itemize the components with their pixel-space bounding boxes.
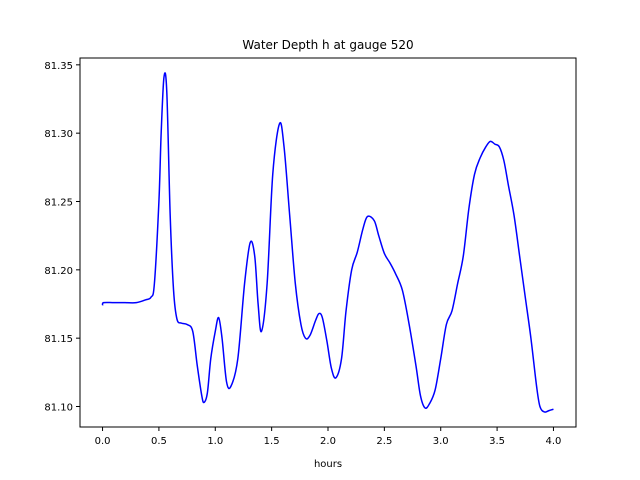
x-tick-label: 1.5 xyxy=(264,436,280,447)
y-tick-label: 81.15 xyxy=(44,334,73,345)
x-tick-label: 2.0 xyxy=(320,436,336,447)
y-axis-ticks: 81.10 81.15 81.20 81.25 81.30 81.35 xyxy=(44,61,80,414)
x-tick-label: 3.0 xyxy=(433,436,449,447)
y-tick-label: 81.30 xyxy=(44,129,73,140)
x-axis-label: hours xyxy=(314,459,342,470)
x-tick-label: 3.5 xyxy=(489,436,505,447)
y-tick-label: 81.20 xyxy=(44,266,73,277)
x-tick-label: 0.0 xyxy=(95,436,111,447)
y-tick-label: 81.25 xyxy=(44,198,73,209)
y-tick-label: 81.35 xyxy=(44,61,73,72)
x-tick-label: 0.5 xyxy=(151,436,167,447)
axes-frame xyxy=(79,57,577,428)
x-tick-label: 1.0 xyxy=(207,436,223,447)
series-line xyxy=(101,72,554,413)
y-tick-label: 81.10 xyxy=(44,403,73,414)
plot-layer xyxy=(101,72,554,413)
x-tick-label: 2.5 xyxy=(376,436,392,447)
chart-title: Water Depth h at gauge 520 xyxy=(242,38,413,52)
x-tick-label: 4.0 xyxy=(546,436,562,447)
x-axis-ticks: 0.0 0.5 1.0 1.5 2.0 2.5 3.0 3.5 4.0 xyxy=(95,427,562,447)
